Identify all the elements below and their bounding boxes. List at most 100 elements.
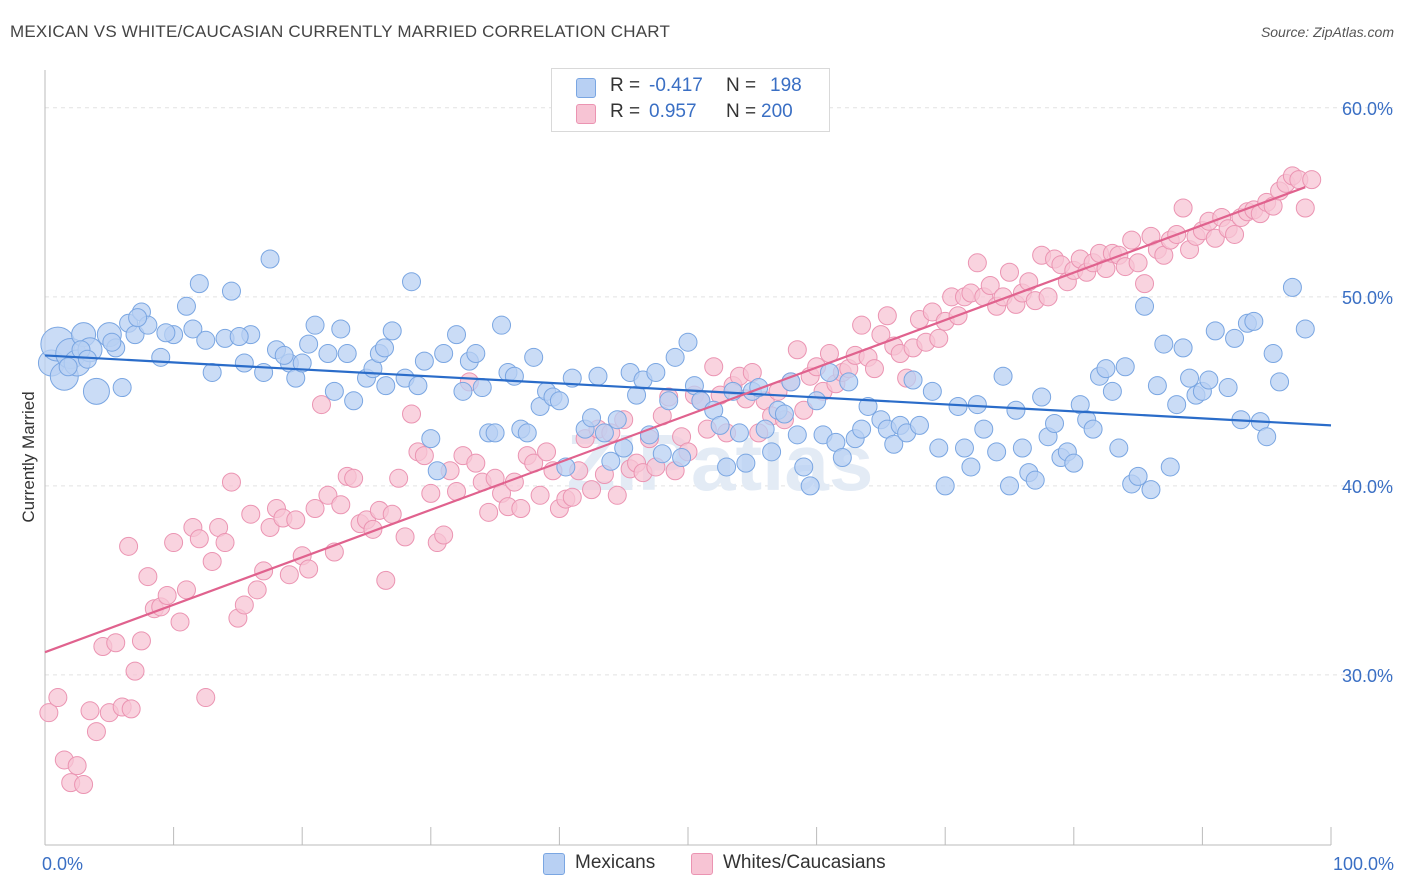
data-point <box>472 378 492 398</box>
data-point <box>260 517 280 537</box>
data-point <box>588 366 608 386</box>
data-point <box>1122 230 1142 250</box>
data-point <box>974 419 994 439</box>
data-point <box>1135 274 1155 294</box>
data-point <box>749 378 769 398</box>
data-point <box>344 468 364 488</box>
data-point <box>176 580 196 600</box>
data-point <box>402 272 422 292</box>
data-point <box>376 376 396 396</box>
data-point <box>954 438 974 458</box>
legend-swatch-mexicans <box>576 78 596 98</box>
data-point <box>125 661 145 681</box>
y-tick-label: 40.0% <box>1342 477 1393 497</box>
data-point <box>1096 359 1116 379</box>
data-point <box>102 332 122 352</box>
data-point <box>58 357 78 377</box>
data-point <box>736 453 756 473</box>
data-point <box>229 327 249 347</box>
data-point <box>479 502 499 522</box>
data-point <box>466 453 486 473</box>
data-point <box>1257 427 1277 447</box>
data-point <box>196 688 216 708</box>
bottom-legend-label-whites: Whites/Caucasians <box>723 852 886 873</box>
data-point <box>131 631 151 651</box>
data-point <box>447 325 467 345</box>
data-point <box>234 353 254 373</box>
data-point <box>311 395 331 415</box>
data-point <box>331 495 351 515</box>
data-point <box>196 330 216 350</box>
data-point <box>832 448 852 467</box>
data-point <box>202 551 222 571</box>
data-point <box>382 504 402 524</box>
data-point <box>485 423 505 443</box>
data-point <box>234 595 254 615</box>
data-point <box>1135 296 1155 316</box>
data-point <box>121 699 141 719</box>
data-point <box>318 485 338 505</box>
data-point <box>1025 470 1045 490</box>
data-point <box>157 585 177 605</box>
data-point <box>800 476 820 496</box>
data-point <box>1147 376 1167 396</box>
data-point <box>961 457 981 477</box>
data-point <box>164 533 184 553</box>
data-point <box>215 533 235 553</box>
data-point <box>607 485 627 505</box>
data-point <box>1032 387 1052 407</box>
data-point <box>1173 338 1193 358</box>
data-point <box>1038 287 1058 307</box>
x-tick-label: 100.0% <box>1333 854 1394 874</box>
data-point <box>710 415 730 435</box>
data-point <box>1000 262 1019 282</box>
legend-n-label: N = <box>726 101 757 122</box>
data-point <box>189 274 209 294</box>
data-point <box>39 703 59 723</box>
data-point <box>344 391 364 411</box>
data-point <box>652 444 672 464</box>
data-point <box>1160 457 1180 477</box>
data-point <box>511 499 531 519</box>
data-point <box>189 529 209 549</box>
legend-row-whites: R = 0.957 N = 200 <box>552 100 829 126</box>
data-point <box>1012 438 1032 458</box>
data-point <box>858 396 878 416</box>
data-point <box>1180 368 1200 388</box>
data-point <box>427 461 447 481</box>
data-point <box>1263 344 1283 364</box>
data-point <box>112 378 132 398</box>
data-point <box>839 372 859 392</box>
data-point <box>980 275 1000 295</box>
data-point <box>787 425 807 445</box>
data-point <box>1270 372 1290 392</box>
data-point <box>318 344 338 364</box>
data-point <box>762 442 782 462</box>
data-point <box>1128 253 1148 273</box>
data-point <box>922 381 942 401</box>
data-point <box>524 347 544 367</box>
data-point <box>77 349 97 369</box>
data-point <box>292 353 312 373</box>
data-point <box>729 423 749 443</box>
data-point <box>202 362 222 382</box>
data-point <box>1218 378 1238 398</box>
data-point <box>1295 319 1315 339</box>
data-point <box>987 442 1007 462</box>
data-point <box>852 419 872 439</box>
data-point <box>1154 334 1174 354</box>
data-point <box>260 249 280 269</box>
data-point <box>299 559 319 579</box>
data-point <box>337 344 357 364</box>
data-point <box>408 376 428 396</box>
data-point <box>82 377 110 405</box>
data-point <box>1173 198 1193 218</box>
data-point <box>389 468 409 488</box>
data-point <box>241 504 261 524</box>
data-point <box>717 457 737 477</box>
data-point <box>967 395 987 415</box>
data-point <box>794 457 814 477</box>
data-point <box>582 480 602 500</box>
data-point <box>787 340 807 360</box>
